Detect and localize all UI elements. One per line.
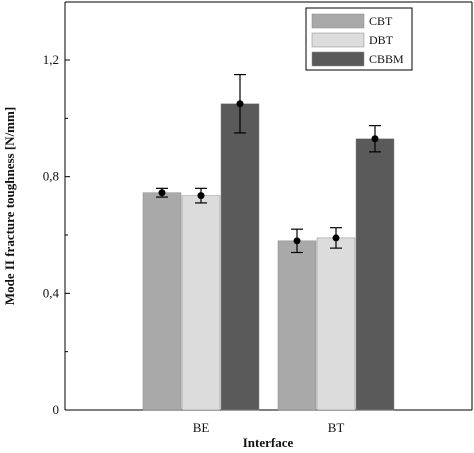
bar	[316, 237, 356, 411]
legend-swatch	[311, 32, 365, 48]
error-bars	[156, 73, 381, 254]
mean-point	[236, 100, 244, 108]
x-tick-label: BT	[328, 420, 345, 435]
mean-point	[197, 192, 205, 200]
bar-series	[142, 103, 395, 411]
bar	[220, 103, 260, 411]
legend-label: CBBM	[369, 52, 404, 66]
legend-label: CBT	[369, 14, 393, 28]
y-axis-ticks: 0 0,4 0,8 1,2	[43, 52, 70, 417]
x-tick-label: BE	[193, 420, 210, 435]
plot-area	[64, 1, 473, 411]
y-tick-label: 0,8	[43, 169, 59, 184]
y-tick-label: 0	[53, 402, 60, 417]
y-axis-title: Mode II fracture toughness [N/mm]	[2, 107, 17, 305]
mean-point	[332, 234, 340, 242]
mean-point	[158, 189, 166, 197]
x-axis-title: Interface	[243, 435, 294, 450]
bar	[277, 240, 317, 411]
mean-point	[293, 237, 301, 245]
y-tick-label: 1,2	[43, 52, 59, 67]
bar	[181, 195, 221, 411]
bar	[142, 192, 182, 411]
legend: CBT DBT CBBM	[305, 7, 413, 71]
y-tick-label: 0,4	[43, 285, 60, 300]
legend-label: DBT	[369, 33, 394, 47]
mean-point	[371, 135, 379, 143]
legend-swatch	[311, 13, 365, 29]
bar	[355, 138, 395, 411]
legend-swatch	[311, 51, 365, 67]
